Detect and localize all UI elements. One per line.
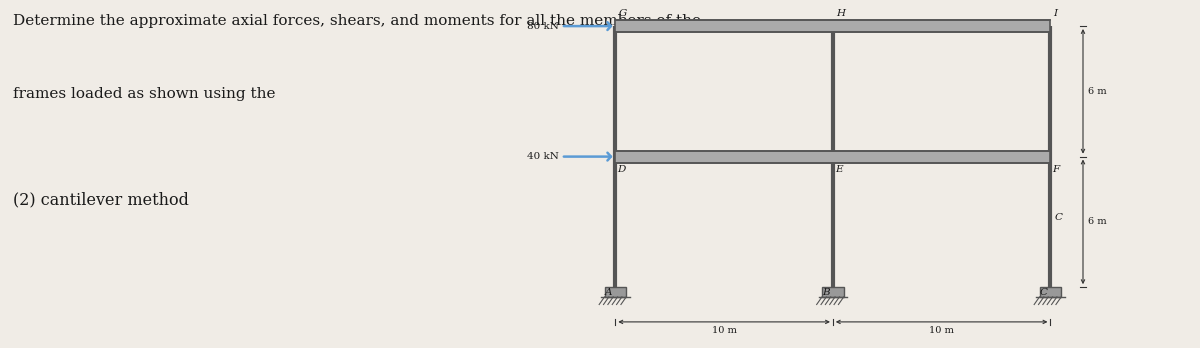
Bar — [1039, 287, 1061, 297]
Text: 6 m: 6 m — [1088, 87, 1108, 96]
Text: 6 m: 6 m — [1088, 218, 1108, 226]
Bar — [822, 287, 844, 297]
Text: (2) cantilever method: (2) cantilever method — [13, 191, 190, 208]
Text: E: E — [835, 165, 842, 174]
Text: 80 kN: 80 kN — [527, 22, 559, 31]
Text: Determine the approximate axial forces, shears, and moments for all the members : Determine the approximate axial forces, … — [13, 14, 701, 28]
Text: D: D — [618, 165, 626, 174]
Text: I: I — [1054, 9, 1057, 18]
Text: G: G — [619, 9, 626, 18]
Text: C: C — [1039, 288, 1048, 297]
Text: 10 m: 10 m — [712, 326, 737, 335]
Bar — [616, 20, 1050, 32]
Text: C: C — [1055, 213, 1063, 222]
Text: 40 kN: 40 kN — [527, 152, 559, 161]
Text: 10 m: 10 m — [929, 326, 954, 335]
Text: A: A — [605, 288, 612, 297]
Bar — [605, 287, 626, 297]
Text: H: H — [836, 9, 845, 18]
Text: frames loaded as shown using the: frames loaded as shown using the — [13, 87, 276, 101]
Bar — [616, 151, 1050, 163]
Text: F: F — [1052, 165, 1060, 174]
Text: B: B — [822, 288, 829, 297]
